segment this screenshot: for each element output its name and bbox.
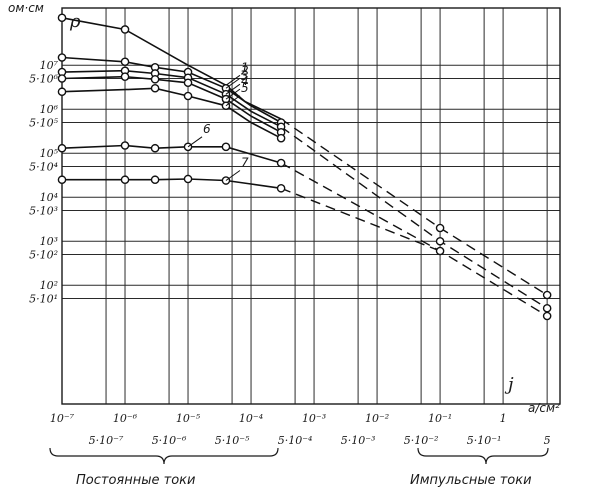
series-1-extrapolation (280, 118, 548, 296)
pulse-brace (417, 447, 549, 465)
series-3-point (542, 303, 552, 313)
plot-border (61, 7, 561, 405)
series-4-leader (225, 88, 241, 100)
x-tick-label-upper: 10⁻³ (302, 412, 326, 425)
series-6-point (542, 311, 552, 321)
y-tick-label: 10⁵ (40, 147, 59, 160)
y-tick-label: 10⁴ (40, 191, 58, 204)
x-axis-symbol: j (504, 374, 514, 395)
x-tick-label-upper: 1 (500, 412, 507, 425)
series-4-point (57, 74, 67, 83)
series-1-label: 1 (241, 60, 249, 74)
series-5-line (61, 87, 282, 139)
series-2-point (57, 53, 67, 62)
series-5-point (57, 87, 67, 97)
series-4-point (120, 72, 130, 81)
y-tick-label: 10⁶ (40, 103, 59, 116)
series-6-point (120, 141, 130, 150)
y-tick-label: 10⁷ (40, 59, 59, 72)
y-tick-label: 5·10³ (29, 204, 58, 217)
series-5-point (150, 83, 160, 93)
series-2-label: 2 (241, 63, 249, 77)
series-7-point (57, 175, 67, 185)
series-5-point (183, 91, 193, 101)
series-3-label: 3 (241, 69, 249, 83)
series-7-label: 7 (241, 156, 249, 170)
x-tick-label-lower: 5·10⁻² (404, 434, 439, 447)
x-axis-ticks: 10⁻⁷ 10⁻⁶ 10⁻⁵ 10⁻⁴ 10⁻³ 10⁻² 10⁻¹ 1 5·10⁻⁷ 5·10⁻… (50, 412, 551, 447)
x-tick-label-upper: 10⁻² (365, 412, 389, 425)
series-3-extrapolation (280, 126, 548, 309)
x-tick-label-lower: 5·10⁻⁶ (152, 434, 187, 447)
series-6-point (435, 246, 445, 256)
x-tick-label-upper: 10⁻⁶ (113, 412, 138, 425)
y-tick-label: 10² (40, 279, 58, 292)
y-tick-label: 5·10⁴ (29, 160, 58, 173)
series-4-point (150, 74, 160, 84)
series-6-point (183, 142, 193, 152)
y-tick-label: 5·10⁵ (29, 116, 58, 129)
x-tick-label-lower: 5·10⁻³ (341, 434, 376, 447)
series-7-line (62, 178, 282, 190)
x-tick-label-upper: 10⁻⁷ (50, 412, 75, 425)
y-tick-label: 5·10¹ (29, 292, 58, 305)
series-3-leader (225, 83, 241, 95)
y-axis-symbol: ρ (69, 11, 81, 32)
series-5-label: 5 (241, 81, 249, 95)
y-tick-label: 5·10² (29, 248, 58, 261)
series-6-point (57, 143, 67, 153)
series-2-point (120, 57, 130, 67)
series-4-label: 4 (241, 74, 249, 88)
series-6-point (221, 142, 231, 152)
series-6-extrapolation (280, 162, 548, 317)
plot-frame (61, 7, 561, 405)
series-1-line (61, 17, 282, 120)
y-axis-unit: ом·см (8, 1, 44, 15)
y-tick-label: 5·10⁶ (29, 72, 58, 85)
series-1-point (542, 290, 552, 300)
series-5-point (276, 133, 286, 143)
series-7-leader (225, 170, 241, 181)
series-7-point (183, 174, 193, 184)
series-7-point (276, 183, 286, 193)
x-tick-label-upper: 10⁻⁵ (176, 412, 201, 425)
series-7-point (120, 175, 130, 185)
series-1-point (57, 13, 67, 23)
series-6-point (276, 158, 286, 168)
x-tick-label-lower: 5 (544, 434, 551, 447)
series-5-leader (225, 95, 241, 107)
series-7-point (221, 176, 231, 185)
x-axis-unit: a/см² (528, 401, 560, 415)
series-6-leader (187, 136, 203, 148)
grid (61, 8, 560, 404)
x-tick-label-lower: 5·10⁻⁷ (89, 434, 124, 447)
series-1-point (120, 25, 130, 34)
x-tick-label-lower: 5·10⁻⁵ (215, 434, 250, 447)
dc-brace (49, 447, 279, 465)
x-tick-label-upper: 10⁻⁴ (239, 412, 263, 425)
series-1-point (435, 223, 445, 233)
dc-caption: Постоянные токи (76, 473, 195, 488)
series-4-point (183, 78, 193, 88)
x-tick-label-upper: 10⁻¹ (428, 412, 452, 425)
series-3-point (435, 236, 445, 246)
series-6-label: 6 (203, 122, 211, 136)
x-tick-label-lower: 5·10⁻⁴ (278, 434, 313, 447)
series-6-point (150, 143, 160, 153)
series-5-point (221, 101, 231, 111)
x-tick-label-lower: 5·10⁻¹ (467, 434, 502, 447)
y-tick-label: 10³ (40, 235, 58, 248)
series-2-leader (225, 77, 241, 89)
series-7-point (150, 175, 160, 185)
series-7-extrapolation (280, 187, 441, 252)
pulse-caption: Импульсные токи (410, 473, 532, 488)
series-1-leader (225, 74, 241, 86)
series-6-line (61, 144, 282, 164)
